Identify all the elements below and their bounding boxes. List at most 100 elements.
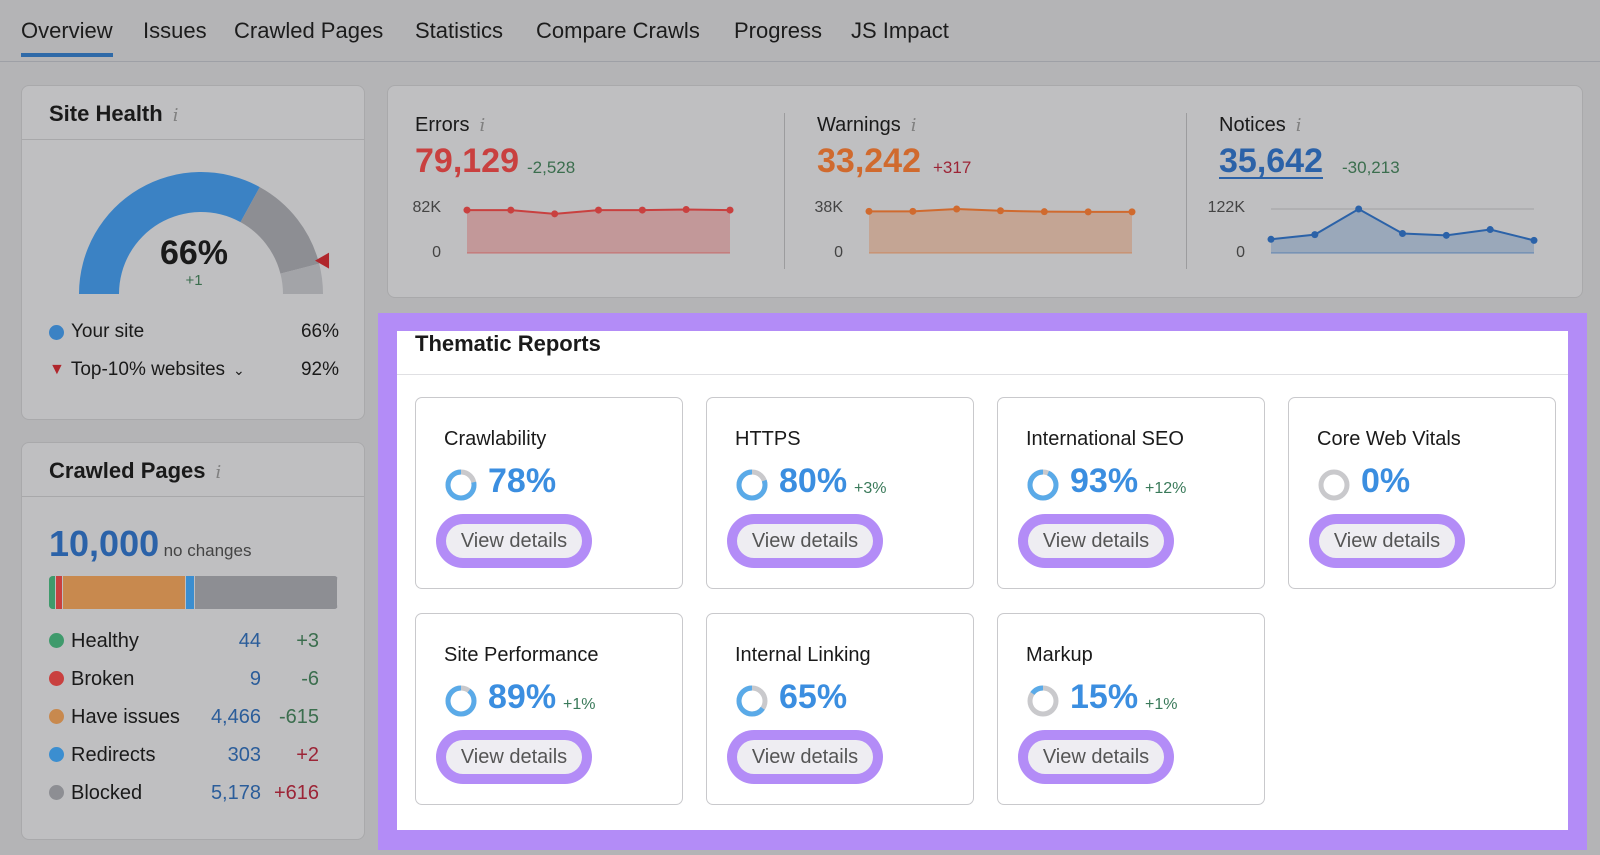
bar-segment-blocked[interactable] — [194, 576, 338, 609]
crawled-row[interactable]: Broken 9 -6 — [49, 668, 319, 692]
tab-compare-crawls[interactable]: Compare Crawls — [536, 18, 700, 43]
sparkline-point[interactable] — [953, 205, 961, 213]
sparkline-point[interactable] — [1530, 236, 1538, 244]
sparkline-point[interactable] — [1355, 205, 1363, 213]
tab-js-impact[interactable]: JS Impact — [851, 18, 949, 43]
row-count[interactable]: 5,178 — [210, 782, 261, 804]
crawled-row[interactable]: Healthy 44 +3 — [49, 630, 319, 654]
view-details-label: View details — [1028, 524, 1164, 558]
info-icon[interactable]: i — [910, 115, 917, 136]
report-name: Markup — [1026, 644, 1093, 666]
info-icon[interactable]: i — [172, 105, 179, 126]
crawled-pages-title: Crawled Pages i — [49, 458, 221, 484]
view-details-button[interactable]: View details — [1018, 514, 1174, 568]
metric-value[interactable]: 79,129 — [415, 142, 519, 180]
sparkline-point[interactable] — [1128, 208, 1136, 216]
bar-segment-redirects[interactable] — [186, 576, 195, 609]
sparkline-point[interactable] — [507, 206, 515, 214]
row-label: Have issues — [71, 706, 180, 728]
metric-label-text: Notices — [1219, 114, 1286, 136]
sparkline-point[interactable] — [595, 206, 602, 214]
view-details-label: View details — [1028, 740, 1164, 774]
site-health-value: 66% — [159, 234, 229, 272]
thematic-reports-title: Thematic Reports — [415, 331, 601, 356]
progress-ring-icon — [736, 685, 768, 717]
tab-statistics[interactable]: Statistics — [415, 18, 504, 43]
site-health-title: Site Health i — [49, 101, 178, 127]
metric-value[interactable]: 35,642 — [1219, 142, 1323, 180]
report-card-https: HTTPS 80% +3% View details — [706, 397, 974, 589]
sparkline-point[interactable] — [638, 206, 646, 214]
info-icon[interactable]: i — [1295, 115, 1302, 136]
row-count[interactable]: 303 — [227, 744, 261, 766]
view-details-button[interactable]: View details — [727, 514, 883, 568]
row-label: Healthy — [71, 630, 139, 652]
bar-segment-broken[interactable] — [55, 576, 63, 609]
sparkline-area — [467, 209, 730, 253]
sparkline-point[interactable] — [1267, 235, 1275, 243]
sparkline-point[interactable] — [1311, 231, 1319, 239]
row-label: Blocked — [71, 782, 143, 804]
view-details-button[interactable]: View details — [1309, 514, 1465, 568]
sparkline — [865, 205, 1136, 254]
row-label: Broken — [71, 668, 135, 690]
sparkline-point[interactable] — [463, 206, 471, 214]
view-details-button[interactable]: View details — [1018, 730, 1174, 784]
view-details-button[interactable]: View details — [436, 730, 592, 784]
sparkline-point[interactable] — [997, 207, 1004, 215]
sparkline-point[interactable] — [1486, 226, 1494, 234]
tab-bar: Overview Issues Crawled Pages Statistics… — [0, 0, 1600, 62]
metric-label: Errors i — [415, 114, 485, 137]
chevron-down-icon[interactable]: ⌄ — [233, 361, 245, 378]
y-axis-min-label: 0 — [834, 244, 843, 261]
triangle-down-icon: ▼ — [49, 361, 65, 378]
bar-segment-have-issues[interactable] — [62, 576, 187, 609]
sparkline-point[interactable] — [865, 207, 873, 215]
legend-top10[interactable]: ▼ Top-10% websites ⌄ 92% — [49, 359, 339, 381]
crawled-pages-title-text: Crawled Pages — [49, 458, 206, 483]
crawled-row[interactable]: Have issues 4,466 -615 — [49, 706, 319, 730]
view-details-button[interactable]: View details — [436, 514, 592, 568]
tab-progress[interactable]: Progress — [734, 18, 823, 43]
sparkline-point[interactable] — [1084, 208, 1092, 216]
view-details-label: View details — [1319, 524, 1455, 558]
info-icon[interactable]: i — [479, 115, 486, 136]
thematic-reports-panel: Thematic Reports Crawlability 78% View det… — [397, 331, 1568, 830]
tab-overview[interactable]: Overview — [21, 18, 113, 57]
site-health-gauge — [79, 172, 330, 294]
info-icon[interactable]: i — [215, 462, 222, 483]
report-card-markup: Markup 15% +1% View details — [997, 613, 1265, 805]
tab-issues[interactable]: Issues — [143, 18, 207, 43]
crawled-total-value[interactable]: 10,000 — [49, 523, 160, 564]
tab-crawled-pages[interactable]: Crawled Pages — [234, 18, 384, 43]
view-details-label: View details — [446, 740, 582, 774]
bar-segment-healthy[interactable] — [49, 576, 56, 609]
sparkline-point[interactable] — [909, 207, 917, 215]
report-score: 0% — [1361, 462, 1411, 500]
sparkline-point[interactable] — [1442, 231, 1450, 239]
metric-value[interactable]: 33,242 — [817, 142, 921, 180]
row-count[interactable]: 9 — [249, 668, 261, 690]
y-axis-min-label: 0 — [432, 244, 441, 261]
sparkline-point[interactable] — [682, 206, 690, 214]
report-delta: +1% — [1145, 696, 1178, 713]
sparkline-area — [1271, 209, 1534, 253]
sparkline-point[interactable] — [551, 210, 559, 218]
report-name: HTTPS — [735, 428, 801, 450]
sparkline-point[interactable] — [726, 206, 734, 214]
sparkline-point[interactable] — [1040, 208, 1048, 216]
crawled-note: no changes — [163, 541, 252, 560]
metric-delta: -30,213 — [1342, 158, 1400, 177]
sparkline-point[interactable] — [1399, 230, 1406, 238]
crawled-row[interactable]: Blocked 5,178 +616 — [49, 782, 319, 806]
report-score: 15% — [1070, 678, 1139, 716]
row-count[interactable]: 44 — [238, 630, 261, 652]
row-count[interactable]: 4,466 — [210, 706, 261, 728]
y-axis-max-label: 38K — [814, 199, 843, 216]
report-score: 93% — [1070, 462, 1139, 500]
report-delta: +12% — [1145, 480, 1187, 497]
progress-ring-icon — [1027, 469, 1059, 501]
view-details-button[interactable]: View details — [727, 730, 883, 784]
status-dot-icon — [49, 747, 64, 762]
crawled-row[interactable]: Redirects 303 +2 — [49, 744, 319, 768]
